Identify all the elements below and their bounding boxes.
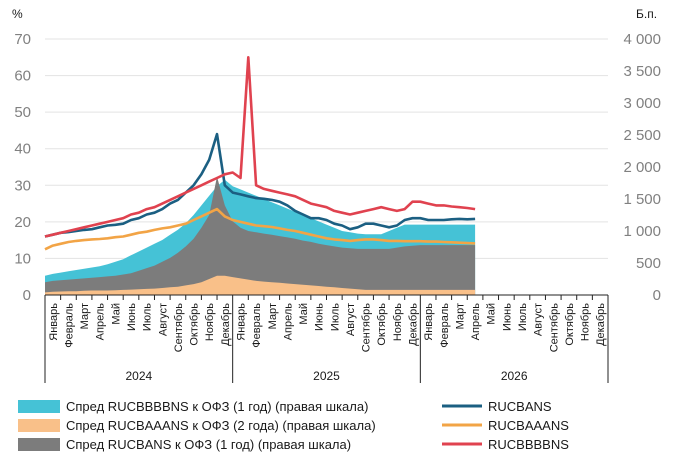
- legend-label-rucbans: RUCBANS: [488, 399, 552, 414]
- legend-label-spread-bans: Спред RUCBANS к ОФЗ (1 год) (правая шкал…: [66, 437, 351, 452]
- month-label: Июнь: [126, 303, 138, 331]
- month-label: Октябрь: [564, 303, 576, 346]
- month-label: Август: [345, 303, 357, 336]
- left-tick-label: 30: [14, 177, 31, 194]
- area-spread-aa: [45, 275, 476, 295]
- right-tick-label: 2 000: [623, 159, 661, 176]
- legend-swatch-spread-bans: [18, 438, 60, 451]
- right-axis-label: Б.п.: [636, 7, 657, 21]
- month-label: Декабрь: [220, 303, 232, 346]
- month-label: Август: [533, 303, 545, 336]
- month-label: Апрель: [95, 303, 107, 341]
- month-label: Декабрь: [595, 303, 607, 346]
- line-layer: [44, 56, 476, 251]
- right-tick-label: 1 000: [623, 223, 661, 240]
- month-label: Ноябрь: [204, 303, 216, 341]
- month-label: Май: [298, 303, 310, 325]
- month-label: Сентябрь: [548, 303, 560, 353]
- legend-swatch-spread-bbb: [18, 400, 60, 413]
- year-label: 2026: [501, 369, 528, 383]
- month-label: Май: [486, 303, 498, 325]
- month-label: Август: [157, 303, 169, 336]
- right-tick-label: 2 500: [623, 127, 661, 144]
- year-label: 2024: [125, 369, 152, 383]
- month-label: Декабрь: [408, 303, 420, 346]
- left-axis-label: %: [12, 7, 23, 21]
- line-rucbbbbns: [44, 56, 476, 238]
- month-label: Февраль: [439, 303, 451, 348]
- legend: Спред RUCBBBBNS к ОФЗ (1 год) (правая шк…: [18, 399, 569, 452]
- right-tick-label: 3 500: [623, 63, 661, 80]
- month-label: Июнь: [314, 303, 326, 331]
- area-layer: [45, 176, 476, 295]
- legend-label-spread-bbb: Спред RUCBBBBNS к ОФЗ (1 год) (правая шк…: [66, 399, 368, 414]
- month-label: Май: [110, 303, 122, 325]
- month-label: Март: [79, 303, 91, 329]
- left-tick-label: 50: [14, 104, 31, 121]
- month-label: Январь: [423, 303, 435, 341]
- legend-label-rucbbbbns: RUCBBBBNS: [488, 437, 569, 452]
- right-tick-label: 1 500: [623, 191, 661, 208]
- month-label: Октябрь: [189, 303, 201, 346]
- month-label: Июль: [142, 303, 154, 331]
- left-tick-label: 0: [23, 287, 31, 304]
- left-tick-label: 60: [14, 68, 31, 85]
- month-label: Март: [454, 303, 466, 329]
- legend-label-spread-aa: Спред RUCBAAANS к ОФЗ (2 года) (правая ш…: [66, 418, 376, 433]
- left-tick-label: 70: [14, 31, 31, 48]
- area-spread-bans: [45, 176, 476, 295]
- month-label: Июнь: [501, 303, 513, 331]
- month-label: Февраль: [251, 303, 263, 348]
- month-label: Март: [267, 303, 279, 329]
- legend-swatch-spread-aa: [18, 419, 60, 432]
- month-label: Июль: [517, 303, 529, 331]
- right-tick-label: 500: [636, 255, 661, 272]
- legend-label-rucbaaans: RUCBAAANS: [488, 418, 569, 433]
- left-tick-label: 20: [14, 214, 31, 231]
- year-label: 2025: [313, 369, 340, 383]
- left-tick-label: 40: [14, 141, 31, 158]
- right-tick-label: 0: [653, 287, 661, 304]
- month-label: Апрель: [470, 303, 482, 341]
- month-label: Январь: [235, 303, 247, 341]
- month-label: Сентябрь: [361, 303, 373, 353]
- month-label: Октябрь: [376, 303, 388, 346]
- month-label: Январь: [48, 303, 60, 341]
- month-label: Апрель: [282, 303, 294, 341]
- month-label: Ноябрь: [580, 303, 592, 341]
- month-label: Ноябрь: [392, 303, 404, 341]
- right-tick-label: 3 000: [623, 95, 661, 112]
- axis-layer: 0 10 20 30 40 50 60 70 0 500 1 000 1 500 2 000 2 500 3…: [14, 31, 661, 383]
- right-tick-label: 4 000: [623, 31, 661, 48]
- month-label: Сентябрь: [173, 303, 185, 353]
- line-rucbaaans: [44, 207, 476, 251]
- month-label: Июль: [329, 303, 341, 331]
- line-rucbans: [44, 132, 476, 238]
- left-tick-label: 10: [14, 250, 31, 267]
- month-label: Февраль: [63, 303, 75, 348]
